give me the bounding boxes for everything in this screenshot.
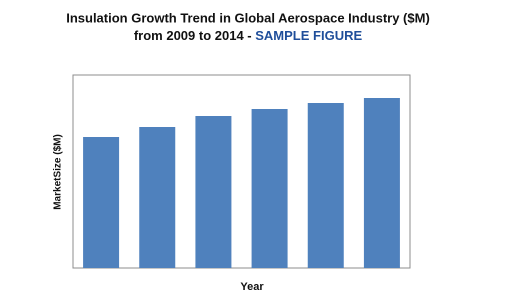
bar	[83, 137, 120, 268]
chart-subtitle-line: from 2009 to 2014 - SAMPLE FIGURE	[134, 28, 363, 43]
chart-subtitle: from 2009 to 2014 -	[134, 28, 252, 43]
chart-title: Insulation Growth Trend in Global Aerosp…	[66, 10, 430, 25]
bar	[307, 103, 344, 268]
bar	[139, 127, 176, 268]
plot-area	[72, 74, 411, 269]
sample-annotation: SAMPLE FIGURE	[255, 28, 362, 43]
y-axis-label: MarketSize ($M)	[53, 134, 64, 210]
bar	[363, 98, 400, 268]
bar	[251, 109, 288, 268]
bar	[195, 116, 232, 268]
x-axis-label: Year	[240, 281, 264, 293]
